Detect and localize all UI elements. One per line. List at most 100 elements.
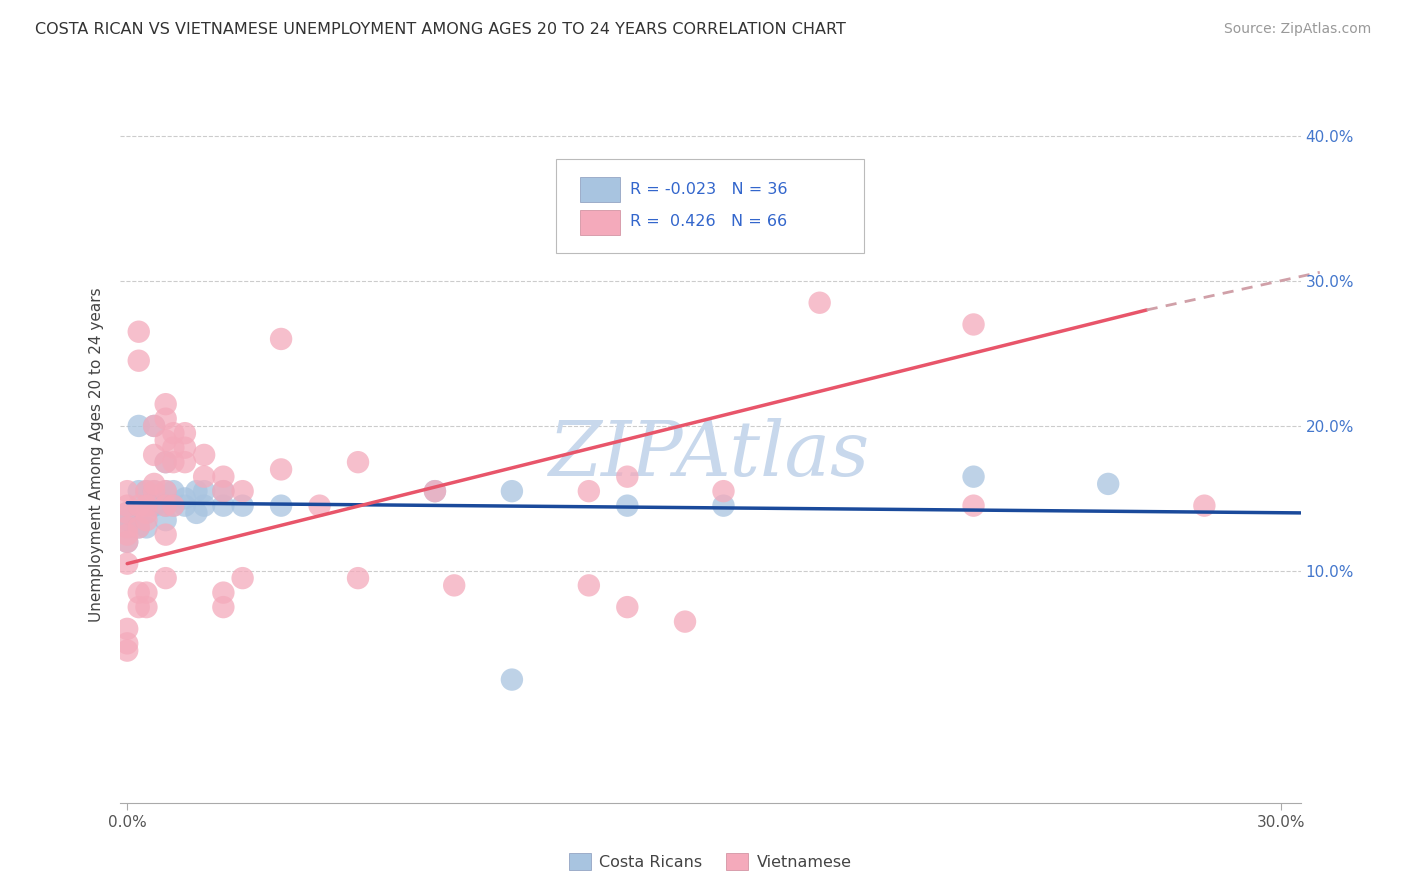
Point: [212, 585, 235, 599]
Point: [186, 506, 208, 520]
Point: [128, 520, 150, 534]
Point: [155, 455, 177, 469]
Point: [155, 484, 177, 499]
Point: [1097, 476, 1119, 491]
Point: [162, 426, 184, 441]
Point: [962, 499, 984, 513]
Point: [115, 520, 138, 534]
Point: [174, 455, 197, 469]
Point: [115, 557, 138, 571]
Point: [143, 418, 166, 433]
Point: [232, 499, 254, 513]
Point: [155, 499, 177, 513]
Point: [115, 499, 138, 513]
Point: [128, 585, 150, 599]
Point: [212, 469, 235, 483]
Point: [193, 448, 215, 462]
Point: [578, 578, 600, 592]
Point: [162, 441, 184, 455]
Point: [174, 491, 197, 506]
Point: [155, 455, 177, 469]
Text: R = -0.023   N = 36: R = -0.023 N = 36: [630, 182, 787, 196]
Point: [232, 484, 254, 499]
Point: [616, 499, 638, 513]
Point: [155, 527, 177, 541]
Point: [115, 534, 138, 549]
Point: [501, 484, 523, 499]
Point: [115, 520, 138, 534]
Point: [270, 332, 292, 346]
Point: [212, 484, 235, 499]
Point: [143, 499, 166, 513]
Point: [423, 484, 446, 499]
Point: [162, 499, 184, 513]
Point: [128, 418, 150, 433]
Point: [270, 462, 292, 476]
Y-axis label: Unemployment Among Ages 20 to 24 years: Unemployment Among Ages 20 to 24 years: [89, 287, 104, 623]
Point: [143, 476, 166, 491]
Point: [115, 513, 138, 527]
Point: [232, 571, 254, 585]
Point: [578, 484, 600, 499]
Point: [143, 418, 166, 433]
Point: [347, 571, 370, 585]
Point: [713, 499, 735, 513]
Point: [115, 622, 138, 636]
Point: [155, 484, 177, 499]
Point: [135, 600, 157, 615]
Point: [212, 499, 235, 513]
Text: ZIPAtlas: ZIPAtlas: [550, 418, 870, 491]
Point: [962, 469, 984, 483]
Point: [128, 325, 150, 339]
Point: [128, 484, 150, 499]
Point: [155, 434, 177, 448]
Point: [115, 506, 138, 520]
Point: [174, 441, 197, 455]
Point: [186, 484, 208, 499]
Point: [143, 484, 166, 499]
Point: [143, 448, 166, 462]
Point: [423, 484, 446, 499]
Point: [135, 513, 157, 527]
Point: [143, 484, 166, 499]
Point: [673, 615, 696, 629]
Point: [174, 426, 197, 441]
Point: [135, 520, 157, 534]
Point: [135, 506, 157, 520]
Text: Source: ZipAtlas.com: Source: ZipAtlas.com: [1223, 22, 1371, 37]
Point: [270, 499, 292, 513]
Point: [155, 411, 177, 425]
Point: [308, 499, 330, 513]
Point: [155, 499, 177, 513]
Point: [155, 513, 177, 527]
Point: [115, 506, 138, 520]
Point: [162, 455, 184, 469]
Point: [501, 673, 523, 687]
Point: [155, 397, 177, 411]
Legend: Costa Ricans, Vietnamese: Costa Ricans, Vietnamese: [564, 848, 856, 875]
Point: [128, 353, 150, 368]
Point: [962, 318, 984, 332]
Point: [713, 484, 735, 499]
Point: [212, 600, 235, 615]
FancyBboxPatch shape: [581, 210, 620, 235]
Point: [193, 499, 215, 513]
Point: [155, 571, 177, 585]
Point: [443, 578, 465, 592]
Point: [616, 600, 638, 615]
Point: [1194, 499, 1216, 513]
Point: [162, 499, 184, 513]
Point: [115, 527, 138, 541]
Point: [128, 520, 150, 534]
Point: [115, 636, 138, 650]
Point: [135, 585, 157, 599]
Point: [193, 469, 215, 483]
Point: [193, 484, 215, 499]
Text: COSTA RICAN VS VIETNAMESE UNEMPLOYMENT AMONG AGES 20 TO 24 YEARS CORRELATION CHA: COSTA RICAN VS VIETNAMESE UNEMPLOYMENT A…: [35, 22, 846, 37]
Point: [128, 600, 150, 615]
Point: [347, 455, 370, 469]
Point: [115, 484, 138, 499]
Point: [115, 643, 138, 657]
Point: [135, 484, 157, 499]
Text: R =  0.426   N = 66: R = 0.426 N = 66: [630, 214, 787, 229]
